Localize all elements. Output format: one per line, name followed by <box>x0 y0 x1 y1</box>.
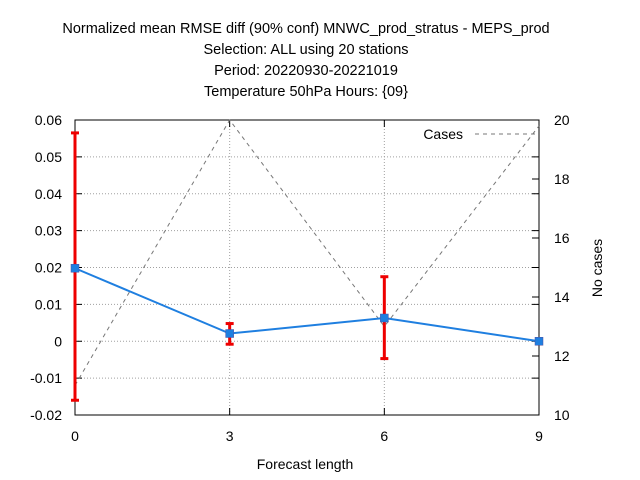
y2-tick-label: 12 <box>554 348 570 364</box>
grid <box>75 120 539 415</box>
y-tick-label: 0.02 <box>35 260 62 276</box>
y2-tick-label: 10 <box>554 407 570 423</box>
data-point <box>70 263 80 273</box>
y-tick-label: 0.03 <box>35 223 62 239</box>
y2-tick-label: 20 <box>554 112 570 128</box>
cases-line <box>74 119 540 386</box>
x-tick-label: 6 <box>380 428 388 444</box>
y-tick-label: 0 <box>54 333 62 349</box>
rmse-diff-line <box>74 267 540 343</box>
y-tick-label: -0.01 <box>30 370 62 386</box>
y2-axis-label: No cases <box>589 239 605 297</box>
title-line-1: Normalized mean RMSE diff (90% conf) MNW… <box>62 21 550 37</box>
x-axis: 0 3 6 9 <box>71 120 543 444</box>
y-tick-label: 0.06 <box>35 112 62 128</box>
y-tick-label: 0.04 <box>35 186 62 202</box>
title-line-4: Temperature 50hPa Hours: {09} <box>204 84 408 100</box>
y2-axis: 10 12 14 16 18 20 <box>532 112 570 423</box>
x-tick-label: 0 <box>71 428 79 444</box>
data-point <box>380 313 389 323</box>
data-point <box>534 337 544 346</box>
x-axis-label: Forecast length <box>257 456 354 472</box>
rmse-diff-series <box>70 131 544 402</box>
y-tick-label: -0.02 <box>30 407 62 423</box>
legend: Cases <box>423 126 535 142</box>
title-line-2: Selection: ALL using 20 stations <box>203 42 409 58</box>
y-tick-label: 0.05 <box>35 149 62 165</box>
x-tick-label: 9 <box>535 428 543 444</box>
y-tick-label: 0.01 <box>35 296 62 312</box>
y2-tick-label: 16 <box>554 230 570 246</box>
y2-tick-label: 14 <box>554 289 570 305</box>
legend-label-cases: Cases <box>423 126 463 142</box>
data-point <box>225 329 234 338</box>
title-line-3: Period: 20220930-20221019 <box>214 63 398 79</box>
cases-series <box>74 119 540 386</box>
x-tick-label: 3 <box>226 428 234 444</box>
y-axis: -0.02 -0.01 0 0.01 0.02 0.03 0.04 0.05 0.06 <box>30 112 539 423</box>
y2-tick-label: 18 <box>554 171 570 187</box>
